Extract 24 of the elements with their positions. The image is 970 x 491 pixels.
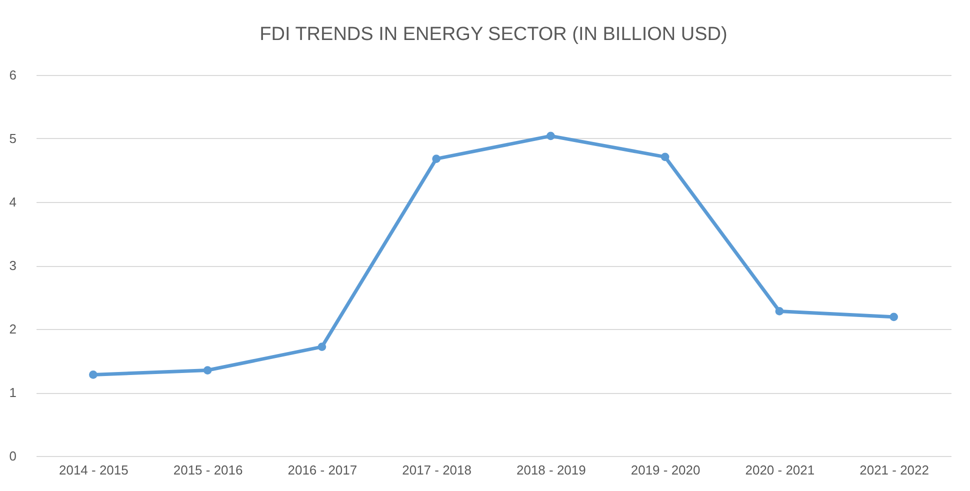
point [660,152,670,162]
x-tick-label: 2021 - 2022 [860,462,930,478]
y-tick-label: 5 [9,131,16,146]
x-tick-label: 2018 - 2019 [516,462,586,478]
point [89,370,98,379]
point [775,307,784,316]
y-tick-label: 4 [9,194,16,210]
y-tick-label: 3 [9,258,16,273]
x-tick-label: 2016 - 2017 [288,462,358,478]
x-tick-label: 2017 - 2018 [402,462,472,478]
y-tick-label: 0 [9,448,16,464]
y-tick-label: 1 [9,385,16,400]
point [203,366,212,374]
y-tick-label: 6 [9,68,16,82]
x-tick-label: 2014 - 2015 [58,462,128,478]
x-tick-label: 2019 - 2020 [630,462,700,478]
x-tick-label: 2015 - 2016 [173,462,243,478]
point [432,154,440,163]
point [890,312,898,322]
y-tick-label: 2 [9,322,16,336]
point [318,342,326,351]
chart-title: FDI TRENDS IN ENERGY SECTOR (IN BILLION USD) [260,24,728,45]
x-tick-label: 2020 - 2021 [745,462,815,478]
point [546,132,555,140]
